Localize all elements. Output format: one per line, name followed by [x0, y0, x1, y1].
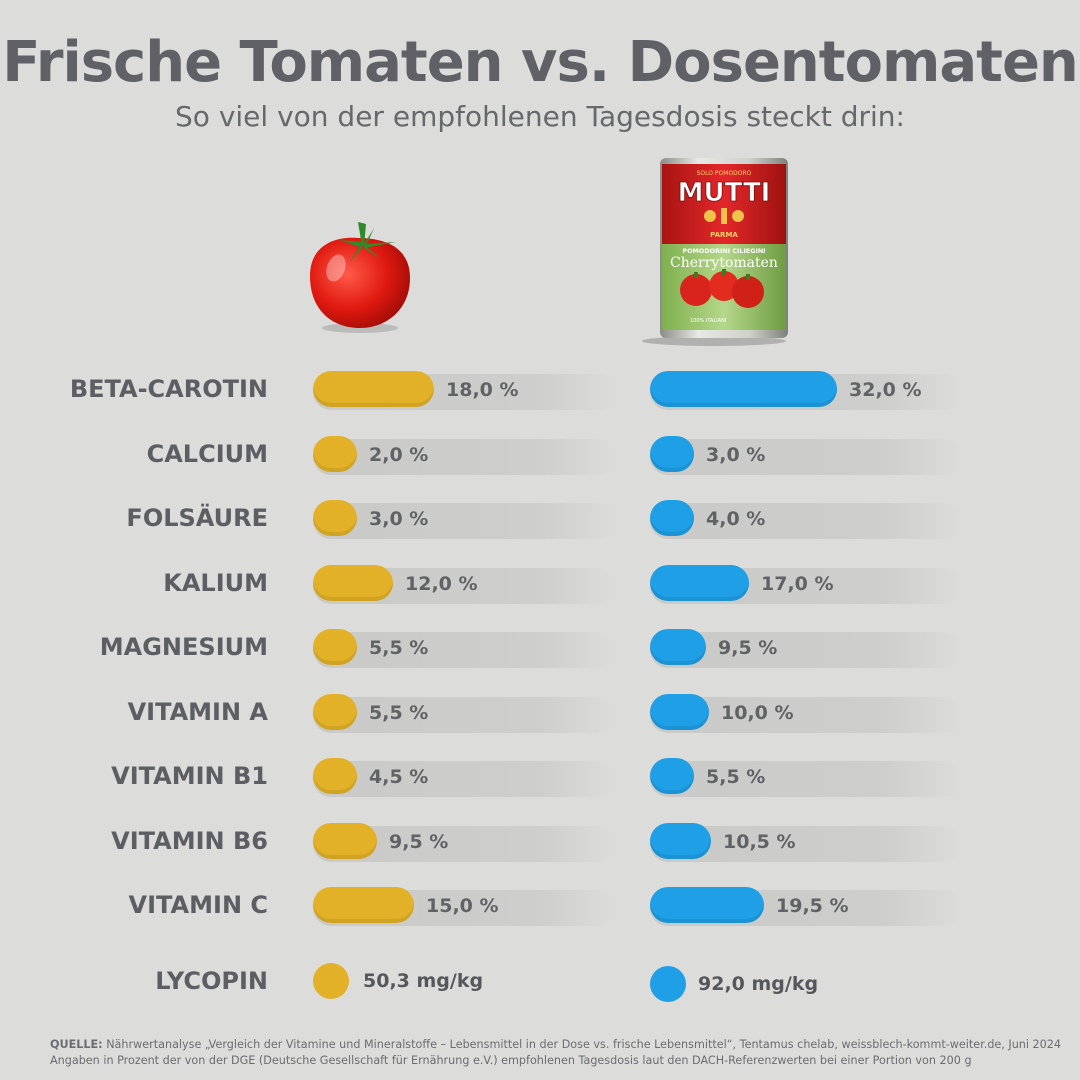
canned-value-label: 9,5 % — [718, 637, 778, 659]
fresh-bar — [313, 371, 434, 407]
can-top-text: SOLO POMODORO — [697, 170, 752, 177]
fresh-track — [313, 761, 615, 797]
lycopin-fresh-value: 50,3 mg/kg — [363, 970, 484, 992]
fresh-value-label: 4,5 % — [369, 766, 429, 788]
source-line-1: Nährwertanalyse „Vergleich der Vitamine … — [106, 1038, 1062, 1051]
fresh-bar — [313, 629, 357, 665]
row-label: KALIUM — [163, 569, 268, 597]
canned-value-label: 32,0 % — [849, 379, 922, 401]
row-label: CALCIUM — [146, 440, 268, 468]
lycopin-label: LYCOPIN — [155, 967, 268, 995]
fresh-bar — [313, 694, 357, 730]
fresh-track — [313, 503, 615, 539]
canned-value-label: 10,5 % — [723, 831, 796, 853]
canned-bar — [650, 758, 694, 794]
canned-bar — [650, 436, 694, 472]
fresh-bar — [313, 823, 377, 859]
can-variety-text: POMODORINI CILIEGINI — [682, 247, 765, 255]
canned-value-label: 19,5 % — [776, 895, 849, 917]
fresh-value-label: 2,0 % — [369, 444, 429, 466]
row-label: VITAMIN A — [127, 698, 268, 726]
can-name-text: Cherrytomaten — [670, 255, 778, 271]
lycopin-fresh-dot — [313, 963, 349, 999]
fresh-bar — [313, 500, 357, 536]
canned-bar — [650, 371, 837, 407]
canned-bar — [650, 887, 764, 923]
row-label: VITAMIN B6 — [111, 827, 268, 855]
can-track — [650, 439, 962, 475]
source-line-2: Angaben in Prozent der von der DGE (Deut… — [50, 1054, 972, 1067]
fresh-bar — [313, 565, 393, 601]
fresh-bar — [313, 436, 357, 472]
can-track — [650, 503, 962, 539]
can-origin-text: 100% ITALIANI — [690, 318, 726, 324]
can-city-text: PARMA — [710, 231, 738, 239]
lycopin-canned-value: 92,0 mg/kg — [698, 973, 819, 995]
canned-value-label: 17,0 % — [761, 573, 834, 595]
fresh-value-label: 3,0 % — [369, 508, 429, 530]
canned-bar — [650, 500, 694, 536]
row-label: VITAMIN C — [128, 891, 268, 919]
can-track — [650, 761, 962, 797]
fresh-track — [313, 632, 615, 668]
can-brand-text: MUTTI — [678, 178, 771, 208]
fresh-value-label: 5,5 % — [369, 702, 429, 724]
row-label: VITAMIN B1 — [111, 762, 268, 790]
fresh-value-label: 5,5 % — [369, 637, 429, 659]
fresh-value-label: 12,0 % — [405, 573, 478, 595]
canned-bar — [650, 629, 706, 665]
row-label: BETA-CAROTIN — [69, 375, 268, 403]
fresh-track — [313, 439, 615, 475]
canned-value-label: 10,0 % — [721, 702, 794, 724]
lycopin-canned-dot — [650, 966, 686, 1002]
fresh-track — [313, 697, 615, 733]
fresh-value-label: 9,5 % — [389, 831, 449, 853]
canned-value-label: 3,0 % — [706, 444, 766, 466]
row-label: MAGNESIUM — [99, 633, 268, 661]
canned-bar — [650, 694, 709, 730]
fresh-bar — [313, 758, 357, 794]
canned-bar — [650, 565, 749, 601]
canned-value-label: 5,5 % — [706, 766, 766, 788]
canned-bar — [650, 823, 711, 859]
fresh-tomato-image — [310, 222, 410, 333]
canned-value-label: 4,0 % — [706, 508, 766, 530]
fresh-value-label: 18,0 % — [446, 379, 519, 401]
fresh-bar — [313, 887, 414, 923]
canned-tomato-image: SOLO POMODORO MUTTI PARMA POMODORINI CIL… — [642, 158, 788, 346]
source-note: QUELLE: Nährwertanalyse „Vergleich der V… — [50, 1037, 1061, 1069]
row-label: FOLSÄURE — [126, 504, 268, 532]
page-title: Frische Tomaten vs. Dosentomaten — [2, 30, 1079, 95]
fresh-value-label: 15,0 % — [426, 895, 499, 917]
page-subtitle: So viel von der empfohlenen Tagesdosis s… — [175, 100, 905, 133]
source-prefix: QUELLE: — [50, 1038, 103, 1051]
